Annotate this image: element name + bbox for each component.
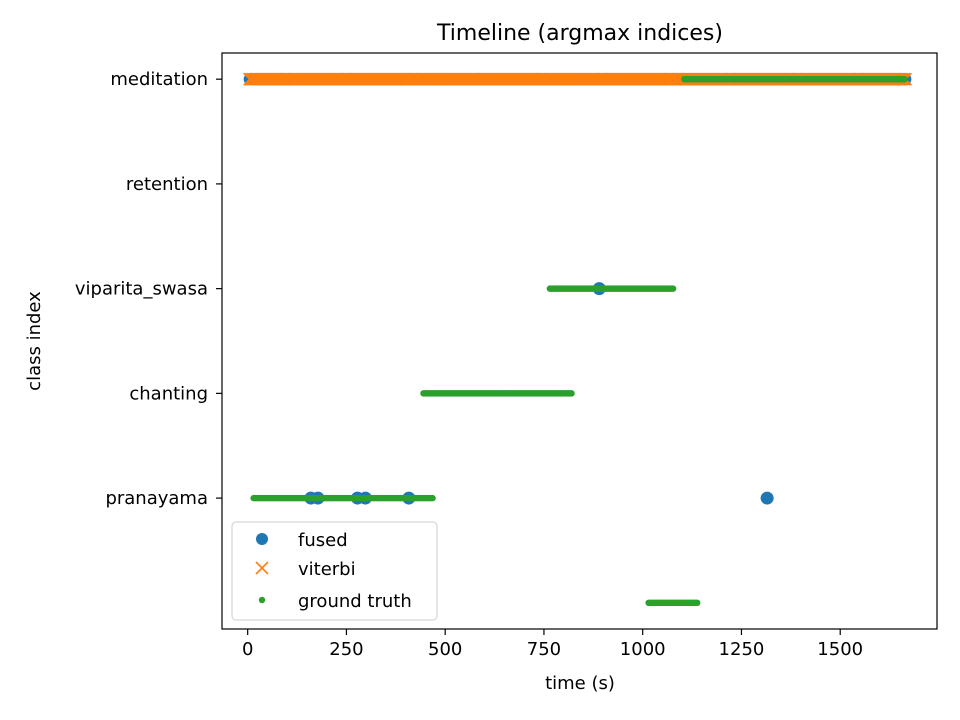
x-tick-label: 1000 [620, 639, 666, 660]
x-tick-label: 250 [329, 639, 363, 660]
ground-truth-segment [680, 75, 908, 83]
legend-box [231, 521, 438, 621]
x-tick-label: 750 [527, 639, 561, 660]
y-tick-label: meditation [110, 69, 208, 90]
legend-marker-fused [256, 533, 268, 545]
ground-truth-segment [420, 390, 575, 397]
x-tick-label: 1500 [817, 639, 863, 660]
ground-truth-segment [645, 599, 701, 607]
y-tick-label: chanting [129, 383, 208, 404]
x-axis-label: time (s) [545, 673, 615, 694]
axes-frame [221, 52, 938, 630]
ground-truth-segment [250, 494, 436, 502]
legend-marker-viterbi [255, 561, 269, 575]
ground-truth-point [901, 75, 908, 83]
x-axis: 0 250 500 750 1000 1250 1500 [242, 629, 863, 660]
legend-marker-ground-truth [258, 596, 266, 604]
legend-label-viterbi: viterbi [298, 559, 356, 580]
series-ground-truth [250, 75, 908, 607]
y-tick-label: pranayama [105, 488, 208, 509]
ground-truth-point [669, 285, 677, 292]
y-axis-label: class index [24, 291, 45, 391]
ground-truth-point [568, 390, 575, 397]
plot-area [243, 72, 912, 607]
x-tick-label: 500 [428, 639, 462, 660]
ground-truth-segment [546, 285, 677, 292]
x-tick-label: 0 [242, 639, 253, 660]
x-tick-label: 1250 [719, 639, 765, 660]
legend-label-ground-truth: ground truth [298, 591, 412, 612]
y-tick-label: viparita_swasa [75, 279, 208, 300]
fused-point [760, 491, 774, 505]
ground-truth-point [694, 599, 701, 607]
legend-label-fused: fused [298, 530, 348, 551]
y-axis: pranayama chanting viparita_swasa retention… [75, 69, 222, 509]
chart-title: Timeline (argmax indices) [436, 21, 723, 46]
ground-truth-point [429, 494, 436, 502]
y-tick-label: retention [126, 174, 208, 195]
legend: fused viterbi ground truth [231, 521, 438, 621]
